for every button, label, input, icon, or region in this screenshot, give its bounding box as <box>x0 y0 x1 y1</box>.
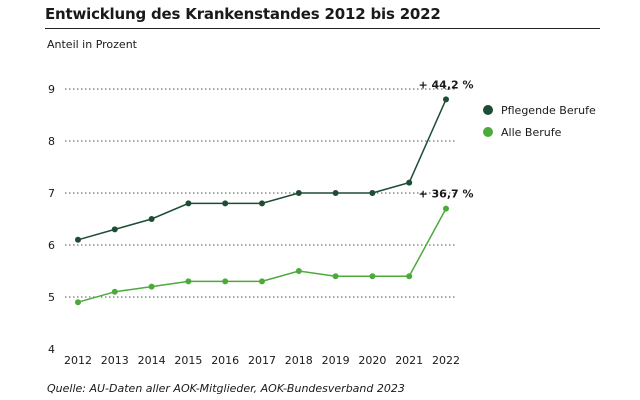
data-point <box>332 273 339 280</box>
x-tick-label: 2015 <box>174 354 202 367</box>
data-point <box>406 179 413 186</box>
data-point <box>222 278 229 285</box>
title-divider <box>45 28 600 29</box>
x-tick-label: 2020 <box>358 354 386 367</box>
x-tick-label: 2013 <box>101 354 129 367</box>
data-point <box>369 190 376 196</box>
x-tick-label: 2016 <box>211 354 239 367</box>
data-point <box>222 200 229 207</box>
data-point <box>295 190 302 196</box>
source-note: Quelle: AU-Daten aller AOK-Mitglieder, A… <box>47 382 405 395</box>
legend-label: Pflegende Berufe <box>501 104 596 117</box>
data-point <box>75 299 81 306</box>
x-tick-label: 2017 <box>248 354 276 367</box>
x-tick-label: 2021 <box>395 354 423 367</box>
y-tick-label: 5 <box>48 291 55 304</box>
y-tick-label: 9 <box>48 83 55 96</box>
data-point <box>111 226 118 233</box>
data-point <box>259 200 265 207</box>
legend-marker <box>483 105 493 115</box>
y-axis-label: Anteil in Prozent <box>47 38 137 51</box>
data-point <box>185 278 192 285</box>
series-line-1 <box>77 99 447 241</box>
data-point <box>443 205 449 212</box>
data-point <box>185 200 192 207</box>
x-tick-label: 2018 <box>285 354 313 367</box>
data-point <box>75 236 81 243</box>
series-line-2 <box>77 208 447 303</box>
x-tick-label: 2012 <box>64 354 92 367</box>
data-point <box>259 278 265 285</box>
legend-label: Alle Berufe <box>501 126 562 139</box>
data-point <box>406 273 413 280</box>
y-tick-label: 7 <box>48 187 55 200</box>
y-tick-label: 4 <box>48 343 55 356</box>
chart-title: Entwicklung des Krankenstandes 2012 bis … <box>45 5 441 23</box>
x-tick-label: 2022 <box>432 354 460 367</box>
x-tick-label: 2019 <box>322 354 350 367</box>
x-tick-label: 2014 <box>138 354 166 367</box>
data-point <box>111 288 118 295</box>
change-annotation: + 36,7 % <box>418 188 473 201</box>
data-point <box>369 273 376 280</box>
data-point <box>148 283 155 290</box>
change-annotation: + 44,2 % <box>418 78 473 91</box>
data-point <box>148 216 155 222</box>
y-tick-label: 8 <box>48 135 55 148</box>
legend-marker <box>483 127 493 137</box>
y-tick-label: 6 <box>48 239 55 252</box>
data-point <box>332 190 339 196</box>
data-point <box>443 96 449 103</box>
data-point <box>295 268 302 274</box>
